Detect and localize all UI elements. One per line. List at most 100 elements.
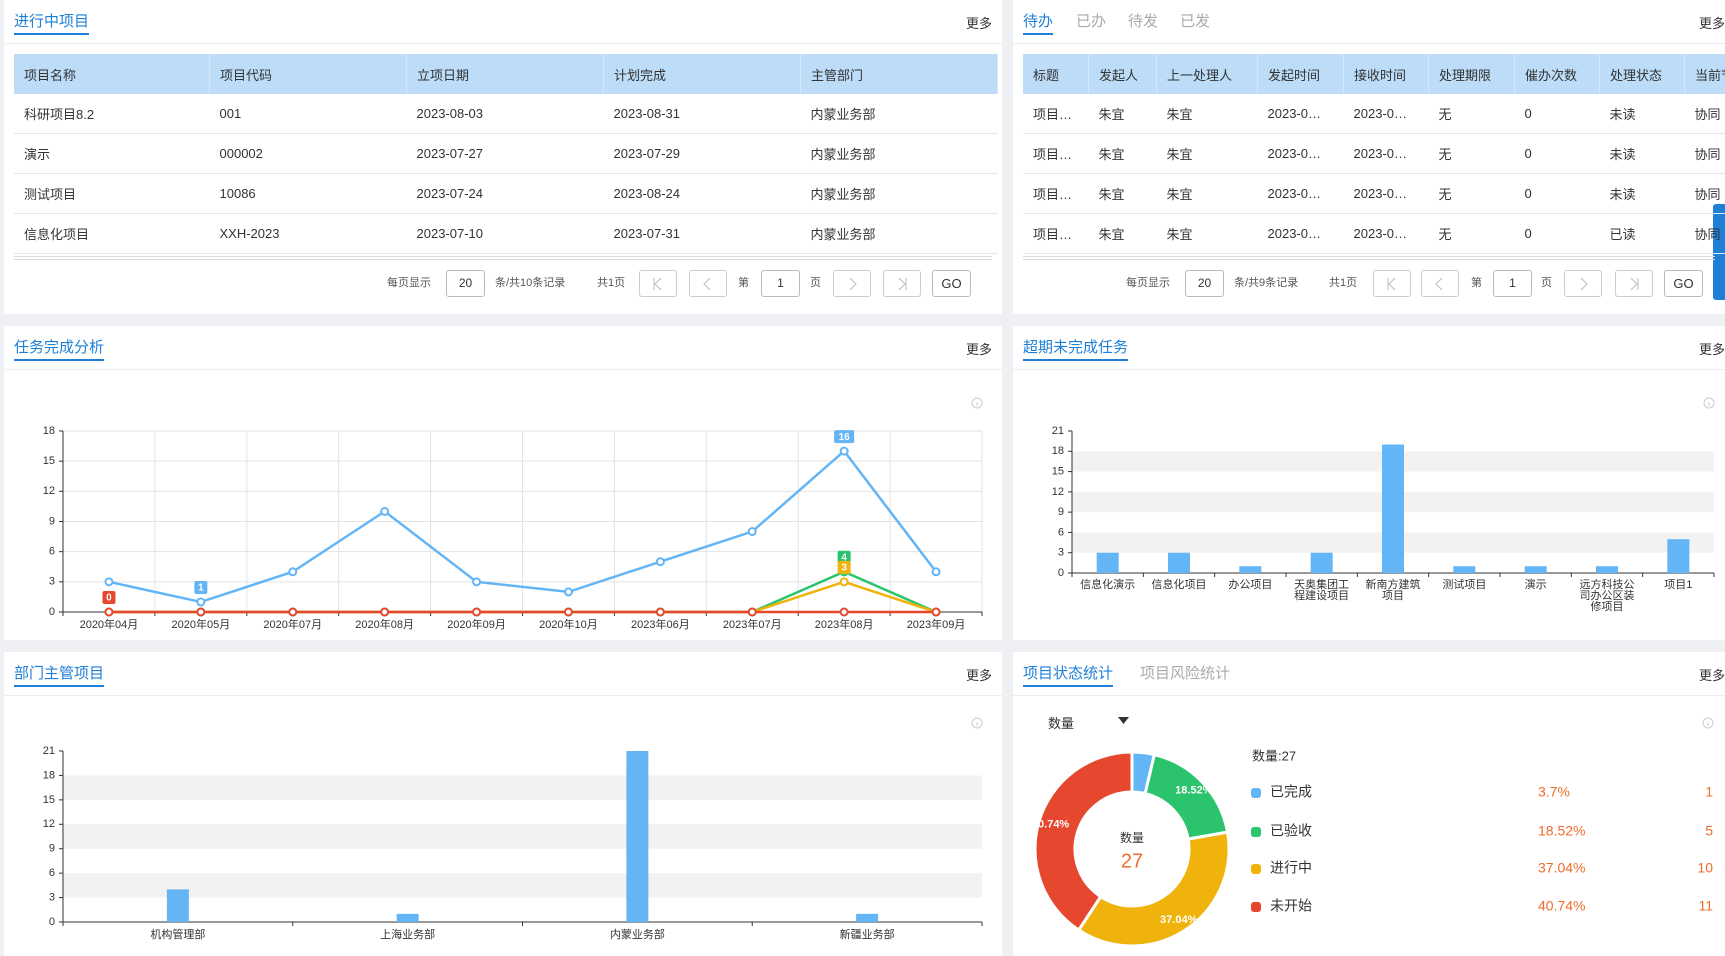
table-cell: 协同 [1684,94,1725,134]
mark-point-label: 0 [106,593,112,604]
panel-title: 超期未完成任务 [1023,336,1129,361]
bar [1382,444,1404,573]
point [196,607,206,617]
x-tick-label: 2023年08月 [815,617,874,631]
table-cell: 2023-07-27 [406,133,604,174]
table-cell: 朱宜 [1156,94,1258,134]
column-header: 当前节 [1684,54,1725,94]
info-icon[interactable] [1703,397,1715,409]
table-cell: 未读 [1599,94,1685,134]
page-input[interactable]: 1 [1493,270,1532,297]
table-row[interactable]: 信息化项目 XXH-2023 2023-07-10 2023-07-31 内蒙业务部 [14,213,998,254]
panel-header: 任务完成分析 更多 [4,326,1002,370]
table-row[interactable]: 科研项目8.2 001 2023-08-03 2023-08-31 内蒙业务部 [14,94,998,134]
page-size-input[interactable]: 20 [446,270,485,297]
table-cell: 朱宜 [1156,213,1258,254]
go-button[interactable]: GO [1664,270,1703,297]
x-tick-label: 上海业务部 [380,927,435,941]
bar [1667,539,1690,573]
y-tick-label: 6 [1058,526,1064,538]
table-cell: 内蒙业务部 [800,133,998,174]
point [931,567,941,577]
tab[interactable]: 已办 [1076,13,1107,30]
point [380,506,390,516]
chart: 0 3 6 9 12 15 18 21 机构管理部 上海业务部 内蒙业务部 新疆业务部 [43,717,983,941]
metric-select[interactable]: 数量 [1048,716,1075,731]
pager-button[interactable] [833,270,871,297]
column-header: 项目名称 [14,54,210,94]
table-cell: 2023-0… [1257,94,1344,134]
dropdown-arrow[interactable] [1118,717,1130,725]
info-icon[interactable] [971,717,983,729]
point [655,557,665,567]
table-footer-line [14,256,992,260]
pager-button[interactable] [1421,270,1459,297]
table-row[interactable]: 项目… 朱宜 朱宜 2023-0… 2023-0… 无 0 未读 协同 [1023,173,1725,214]
table-row[interactable]: 项目… 朱宜 朱宜 2023-0… 2023-0… 无 0 已读 协同 [1023,213,1725,254]
tab[interactable]: 项目风险统计 [1140,665,1231,682]
table-cell: 无 [1428,133,1515,174]
column-header: 发起人 [1088,54,1157,94]
mark-point-box [837,550,851,564]
pager-button[interactable] [1564,270,1602,297]
tab[interactable]: 待发 [1128,13,1159,30]
y-tick-label: 0 [1058,567,1064,579]
x-tick-label: 新疆业务部 [840,927,895,941]
x-tick-label: 2020年04月 [80,617,139,631]
pager-button[interactable] [1373,270,1411,297]
more-link[interactable]: 更多 [965,16,992,31]
point [563,587,573,597]
table-row[interactable]: 演示 000002 2023-07-27 2023-07-29 内蒙业务部 [14,133,998,174]
panel-header: 项目状态统计 项目风险统计 更多 [1013,652,1725,696]
page-input[interactable]: 1 [761,270,800,297]
info-icon[interactable] [971,397,983,409]
more-link[interactable]: 更多 [1698,342,1725,357]
info-icon[interactable] [1702,717,1714,729]
mark-point-label: 3 [841,562,847,573]
bar [1310,552,1333,573]
tab[interactable]: 项目状态统计 [1023,662,1114,687]
table-row[interactable]: 测试项目 10086 2023-07-24 2023-08-24 内蒙业务部 [14,173,998,214]
page-size-input[interactable]: 20 [1185,270,1224,297]
pager-text: 第 [738,277,749,289]
tab[interactable]: 已发 [1180,13,1211,30]
panel-title: 部门主管项目 [14,662,105,687]
y-tick-label: 21 [43,745,55,757]
table-cell: 无 [1428,213,1515,254]
more-link[interactable]: 更多 [965,342,992,357]
more-link[interactable]: 更多 [965,668,992,683]
table-cell: 项目… [1023,213,1089,254]
pager-icon [1435,277,1443,291]
split-area [63,824,982,849]
pager-button[interactable] [689,270,727,297]
table-cell: 内蒙业务部 [800,213,998,254]
table-cell: 001 [209,94,407,134]
mark-point-box [194,580,208,594]
x-tick-label: 2020年07月 [263,617,322,631]
tab[interactable]: 待办 [1023,10,1054,35]
pager-icon [1387,277,1396,291]
mark-point-label: 16 [839,432,851,443]
go-button[interactable]: GO [932,270,971,297]
point [931,607,941,617]
table-cell: 项目… [1023,94,1089,134]
more-link[interactable]: 更多 [1698,668,1725,683]
column-header: 标题 [1023,54,1089,94]
table-cell: 演示 [14,133,210,174]
table-row[interactable]: 项目… 朱宜 朱宜 2023-0… 2023-0… 无 0 未读 协同 [1023,133,1725,174]
more-link[interactable]: 更多 [1698,16,1725,31]
pager-button[interactable] [1615,270,1653,297]
table-row[interactable]: 项目… 朱宜 朱宜 2023-0… 2023-0… 无 0 未读 协同 [1023,94,1725,134]
pager-button[interactable] [883,270,921,297]
y-tick-label: 18 [43,769,55,781]
slice [1143,752,1230,841]
point [104,607,114,617]
x-tick-label: 天奥集团工程建设项目 [1294,577,1349,602]
chart: 18.52% 37.04% 40.74% 数量 27 数量:27 已完成 3.7% 1 已验收 18… [1032,717,1714,948]
pager-button[interactable] [639,270,677,297]
legend-count: 5 [1705,823,1713,839]
table-cell: 信息化项目 [14,213,210,254]
point [472,607,482,617]
table-cell: 朱宜 [1156,133,1258,174]
legend-percent: 18.52% [1538,823,1585,839]
